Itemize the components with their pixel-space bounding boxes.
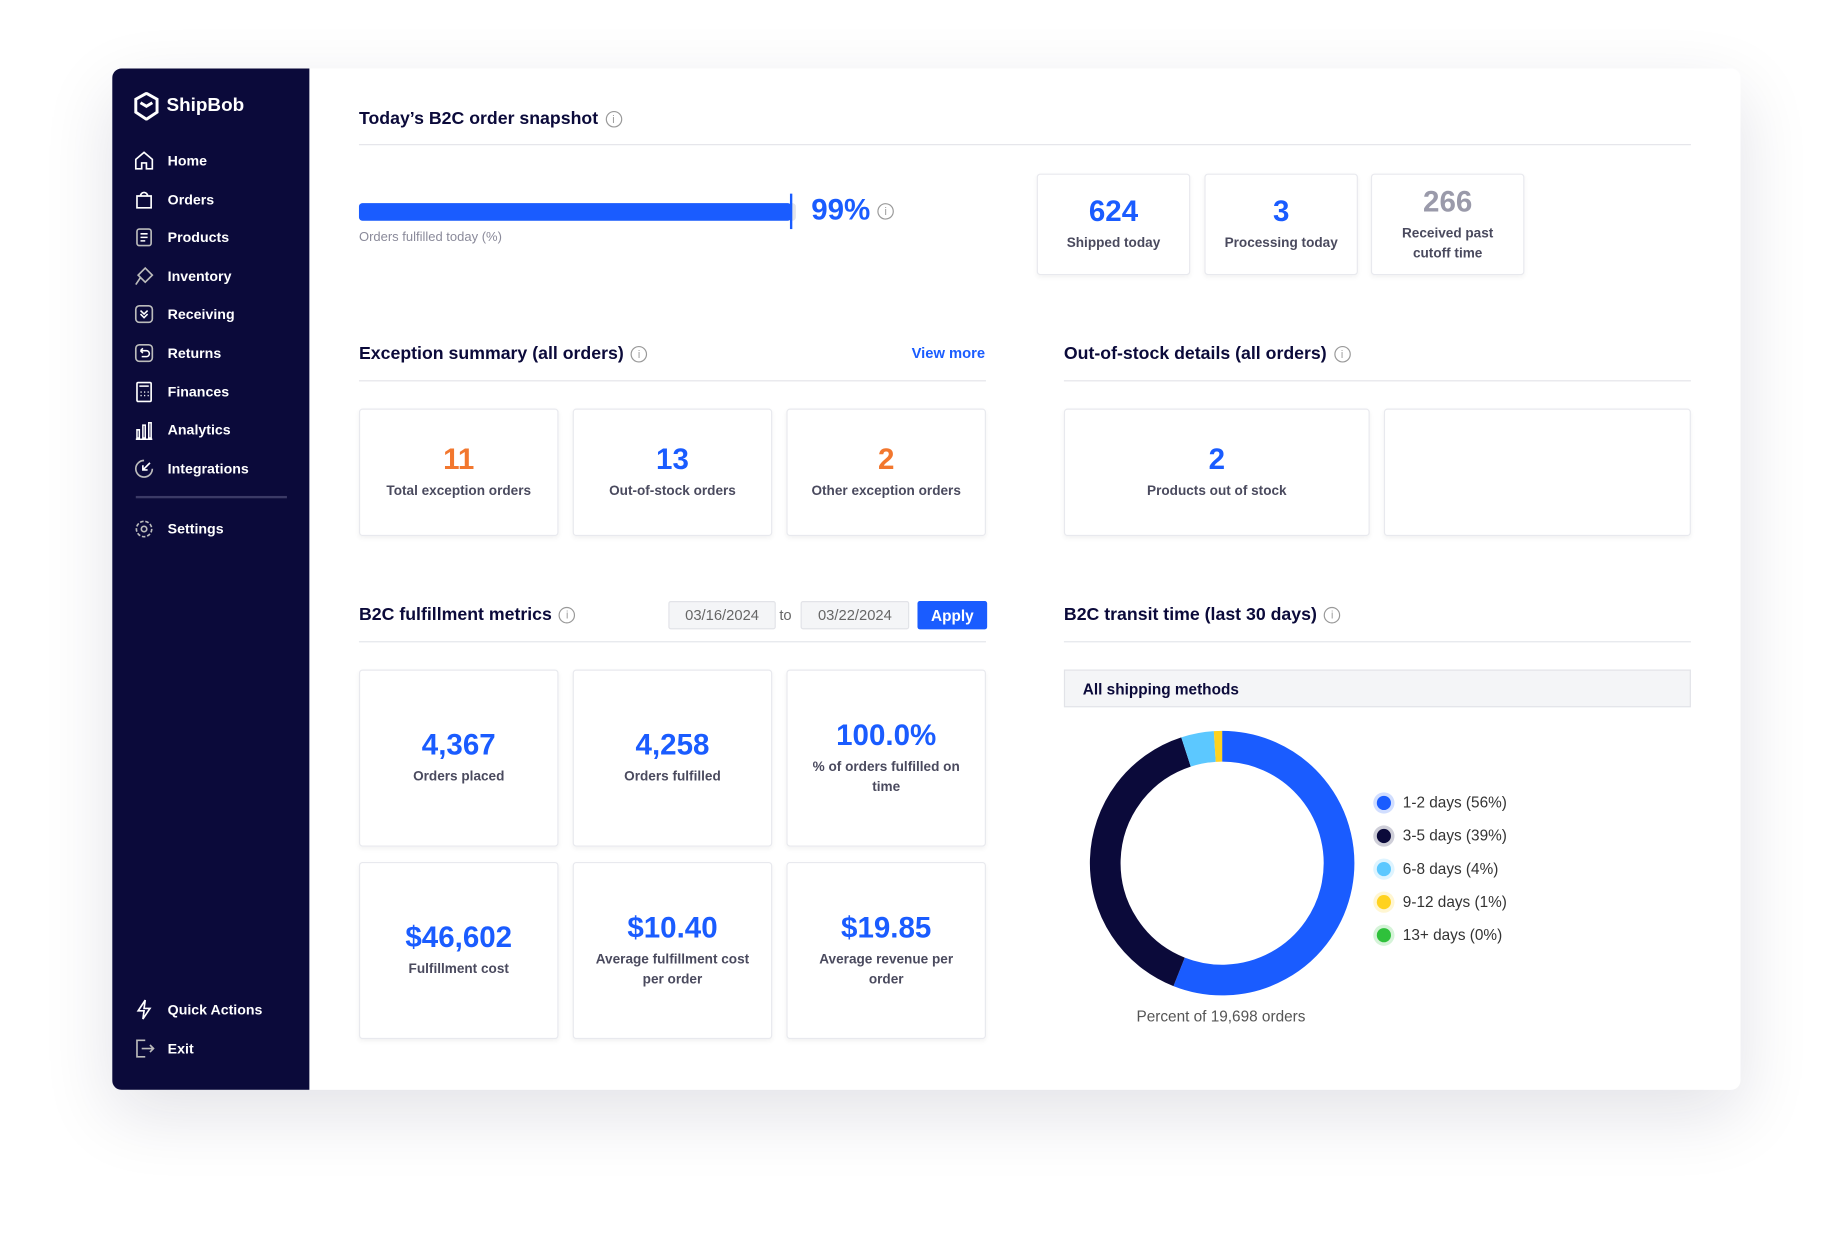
stat-value: 4,258 [636,729,710,763]
legend-dot [1377,894,1391,908]
section-heading: B2C fulfillment metrics [359,605,552,625]
dashboard: Today’s B2C order snapshot i 99% i Orders … [112,68,1740,1089]
section-heading: Exception summary (all orders) [359,344,624,364]
stat-label: Other exception orders [797,482,975,502]
progress-marker [790,194,792,229]
legend-label: 13+ days (0%) [1403,926,1502,944]
stat-value: 2 [878,443,894,477]
stat-label: Orders fulfilled [610,768,735,788]
legend-dot [1377,861,1391,875]
stat-label: Products out of stock [1133,482,1301,502]
stat-card: 11 Total exception orders [359,409,559,537]
section-heading: Out-of-stock details (all orders) [1064,344,1327,364]
stat-value: 624 [1089,195,1138,229]
stat-label: Received past cutoff time [1372,224,1523,264]
stat-value: $19.85 [841,911,931,945]
legend-dot [1377,828,1391,842]
info-icon[interactable]: i [605,110,622,127]
stat-label: Orders placed [399,768,519,788]
stat-value: $46,602 [405,921,512,955]
snapshot-title: Today’s B2C order snapshot i [359,109,622,129]
stat-card: 100.0% % of orders fulfilled on time [786,670,986,847]
stat-card: 4,367 Orders placed [359,670,559,847]
legend-item: 1-2 days (56%) [1377,793,1507,811]
chart-caption: Percent of 19,698 orders [1064,1007,1378,1025]
stat-label: Fulfillment cost [394,960,523,980]
legend-label: 3-5 days (39%) [1403,827,1507,845]
legend-label: 9-12 days (1%) [1403,893,1507,911]
fulfilled-progress-bar [359,203,796,221]
donut-slice [1186,746,1215,751]
legend-item: 3-5 days (39%) [1377,827,1507,845]
stat-card: 624 Shipped today [1037,174,1191,276]
shipping-method-select[interactable]: All shipping methods [1064,670,1691,708]
divider [359,641,986,642]
stat-value: 100.0% [836,719,936,753]
apply-button[interactable]: Apply [917,601,987,629]
out-of-stock-title: Out-of-stock details (all orders) i [1064,344,1350,364]
legend-item: 13+ days (0%) [1377,926,1502,944]
exceptions-title: Exception summary (all orders) i [359,344,647,364]
legend-item: 9-12 days (1%) [1377,893,1507,911]
info-icon[interactable]: i [877,203,894,220]
divider [359,144,1691,145]
stat-card: 4,258 Orders fulfilled [573,670,773,847]
progress-label: 99% [811,194,870,228]
divider [1064,641,1691,642]
stat-value: 2 [1209,443,1225,477]
progress-caption: Orders fulfilled today (%) [359,230,502,244]
date-from-input[interactable]: 03/16/2024 [668,601,775,629]
stat-label: Average revenue per order [788,950,985,990]
stat-label: Processing today [1210,234,1352,254]
legend-dot [1377,795,1391,809]
stat-value: 4,367 [422,729,496,763]
stat-card: $10.40 Average fulfillment cost per order [573,862,773,1039]
divider [359,380,986,381]
info-icon[interactable]: i [559,606,576,623]
metrics-title: B2C fulfillment metrics i [359,605,576,625]
stat-label: % of orders fulfilled on time [788,757,985,797]
section-heading: Today’s B2C order snapshot [359,109,598,129]
stat-card: 13 Out-of-stock orders [573,409,773,537]
stat-card: 3 Processing today [1204,174,1358,276]
stat-value: 3 [1273,195,1289,229]
stat-value: $10.40 [627,911,717,945]
transit-title: B2C transit time (last 30 days) i [1064,605,1341,625]
view-more-link[interactable]: View more [912,345,986,362]
stat-label: Out-of-stock orders [595,482,750,502]
info-icon[interactable]: i [631,345,648,362]
stat-value: 11 [443,443,474,477]
legend-label: 1-2 days (56%) [1403,793,1507,811]
transit-donut-chart [1089,730,1356,997]
stat-value: 266 [1423,185,1472,219]
stat-label: Average fulfillment cost per order [574,950,771,990]
legend-dot [1377,928,1391,942]
date-to-label: to [779,607,791,624]
info-icon[interactable]: i [1334,345,1351,362]
section-heading: B2C transit time (last 30 days) [1064,605,1317,625]
stat-label: Shipped today [1053,234,1175,254]
stat-value: 13 [656,443,689,477]
stat-card: 2 Products out of stock [1064,409,1370,537]
legend-item: 6-8 days (4%) [1377,860,1499,878]
date-to-input[interactable]: 03/22/2024 [801,601,910,629]
stat-card: $19.85 Average revenue per order [786,862,986,1039]
stat-label: Total exception orders [372,482,545,502]
progress-value: 99% i [811,194,894,228]
empty-card [1384,409,1691,537]
stat-card: 2 Other exception orders [786,409,986,537]
info-icon[interactable]: i [1324,606,1341,623]
donut-slice [1179,746,1339,980]
progress-fill [359,203,792,221]
stat-card: 266 Received past cutoff time [1371,174,1525,276]
legend-label: 6-8 days (4%) [1403,860,1499,878]
divider [1064,380,1691,381]
stat-card: $46,602 Fulfillment cost [359,862,559,1039]
donut-slice [1105,752,1186,972]
